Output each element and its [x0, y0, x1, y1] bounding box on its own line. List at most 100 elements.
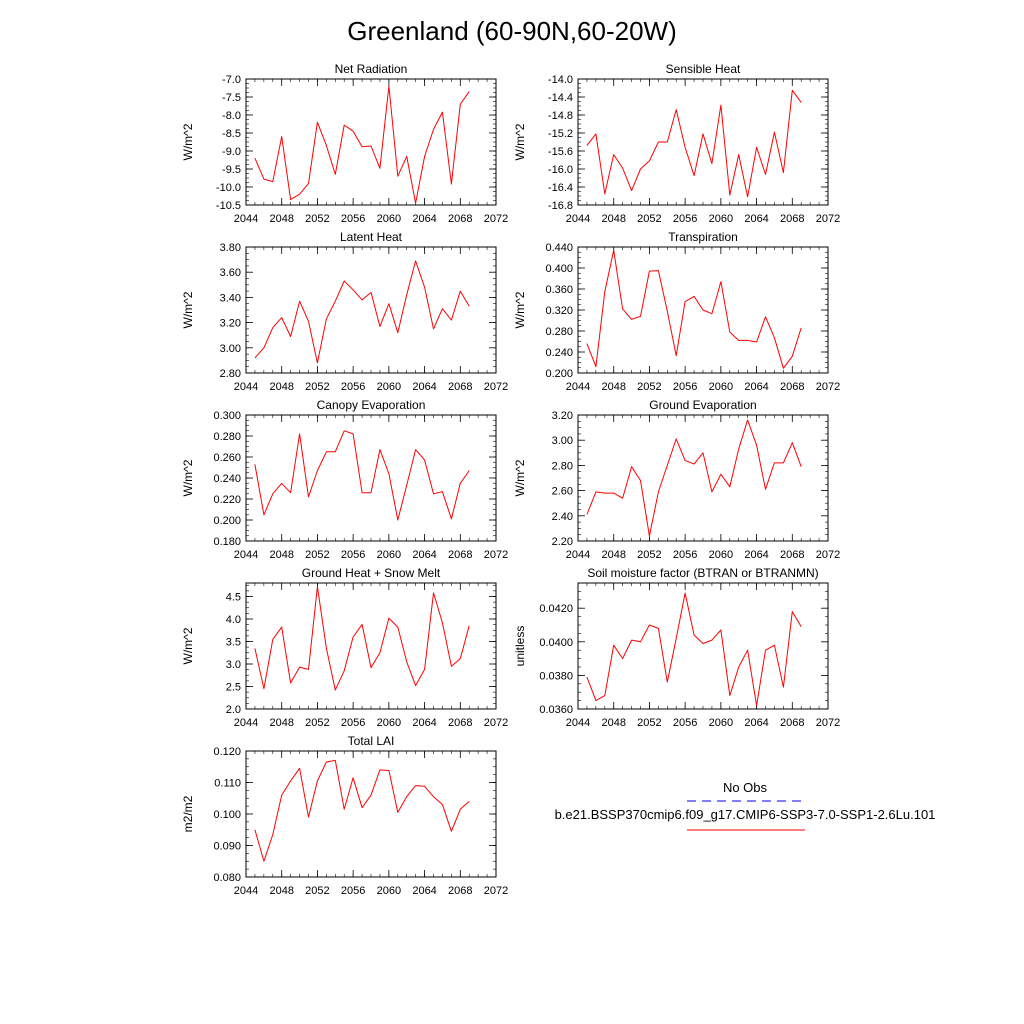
y-tick-label: 2.80	[552, 460, 573, 472]
x-tick-label: 2060	[709, 717, 733, 729]
y-tick-label: 2.0	[226, 704, 241, 716]
y-axis-label: W/m^2	[181, 627, 195, 664]
x-tick-label: 2044	[234, 381, 258, 393]
x-tick-label: 2064	[744, 213, 768, 225]
y-tick-label: 0.080	[213, 872, 241, 884]
y-tick-label: -15.6	[548, 146, 573, 158]
x-tick-label: 2056	[341, 213, 365, 225]
x-tick-label: 2060	[709, 381, 733, 393]
panel-8: Soil moisture factor (BTRAN or BTRANMN) u…	[513, 566, 840, 729]
x-tick-label: 2044	[234, 885, 258, 897]
x-tick-label: 2048	[269, 717, 293, 729]
panel-4: Transpiration W/m^2 2044 2048 2052 2056 2060 20…	[513, 230, 840, 393]
y-tick-label: 0.0360	[539, 704, 573, 716]
panel-5: Canopy Evaporation W/m^2 2044 2048 2052 2056 2…	[181, 398, 508, 561]
panel-title: Transpiration	[668, 230, 738, 244]
x-tick-label: 2072	[816, 549, 840, 561]
y-tick-label: 3.5	[226, 637, 241, 649]
series-line	[254, 759, 470, 862]
y-tick-label: -14.0	[548, 74, 573, 86]
y-tick-label: 0.280	[213, 431, 241, 443]
x-tick-label: 2068	[448, 381, 472, 393]
x-tick-label: 2044	[566, 717, 590, 729]
panel-title: Ground Evaporation	[649, 398, 756, 412]
y-axis-label: m2/m2	[181, 795, 195, 832]
x-tick-label: 2052	[637, 549, 661, 561]
x-tick-label: 2072	[816, 717, 840, 729]
plot-frame	[245, 414, 497, 542]
y-tick-label: 0.0400	[539, 637, 573, 649]
x-tick-label: 2044	[566, 213, 590, 225]
x-tick-label: 2068	[780, 381, 804, 393]
x-tick-label: 2056	[673, 213, 697, 225]
x-tick-label: 2048	[601, 549, 625, 561]
y-tick-label: 0.180	[213, 536, 241, 548]
plot-frame	[577, 582, 829, 710]
y-tick-label: 3.80	[220, 242, 241, 254]
y-tick-label: -10.5	[216, 200, 241, 212]
x-tick-label: 2044	[234, 213, 258, 225]
x-tick-label: 2072	[484, 213, 508, 225]
y-tick-label: -10.0	[216, 182, 241, 194]
panel-9: Total LAI m2/m2 2044 2048 2052 2056 2060 2064 20…	[181, 734, 508, 897]
y-tick-label: 2.20	[552, 536, 573, 548]
x-tick-label: 2056	[673, 549, 697, 561]
series-line	[586, 249, 802, 369]
panel-title: Canopy Evaporation	[317, 398, 426, 412]
x-tick-label: 2068	[780, 549, 804, 561]
y-tick-label: -16.8	[548, 200, 573, 212]
x-tick-label: 2072	[816, 213, 840, 225]
x-tick-label: 2068	[448, 885, 472, 897]
y-tick-label: -7.5	[222, 92, 241, 104]
y-tick-label: 3.40	[220, 292, 241, 304]
legend-model-label: b.e21.BSSP370cmip6.f09_g17.CMIP6-SSP3-7.…	[555, 807, 936, 822]
x-tick-label: 2060	[377, 717, 401, 729]
y-tick-label: 0.0420	[539, 603, 573, 615]
x-tick-label: 2044	[566, 549, 590, 561]
panel-title: Total LAI	[348, 734, 395, 748]
y-tick-label: 0.0380	[539, 670, 573, 682]
plot-frame	[577, 78, 829, 206]
y-tick-label: 0.200	[545, 368, 573, 380]
panel-title: Sensible Heat	[666, 62, 741, 76]
y-tick-label: 4.0	[226, 614, 241, 626]
x-tick-label: 2064	[744, 549, 768, 561]
y-tick-label: 0.120	[213, 746, 241, 758]
series-line	[586, 89, 802, 198]
y-tick-label: 0.090	[213, 841, 241, 853]
y-axis-label: unitless	[513, 626, 527, 667]
figure-title: Greenland (60-90N,60-20W)	[347, 16, 677, 46]
panel-title: Latent Heat	[340, 230, 403, 244]
plot-frame	[577, 414, 829, 542]
x-tick-label: 2048	[269, 213, 293, 225]
x-tick-label: 2072	[484, 549, 508, 561]
x-tick-label: 2068	[448, 549, 472, 561]
y-tick-label: 2.40	[552, 511, 573, 523]
y-tick-label: 3.00	[220, 343, 241, 355]
plot-frame	[245, 246, 497, 374]
panel-7: Ground Heat + Snow Melt W/m^2 2044 2048 2052…	[181, 566, 508, 729]
y-tick-label: -14.4	[548, 92, 573, 104]
y-axis-label: W/m^2	[513, 291, 527, 328]
x-tick-label: 2072	[816, 381, 840, 393]
x-tick-label: 2068	[780, 717, 804, 729]
x-tick-label: 2056	[341, 381, 365, 393]
y-tick-label: -9.0	[222, 146, 241, 158]
x-tick-label: 2048	[269, 549, 293, 561]
x-tick-label: 2060	[709, 549, 733, 561]
panel-2: Sensible Heat W/m^2 2044 2048 2052 2056 2060 20…	[513, 62, 840, 225]
y-tick-label: 0.240	[545, 347, 573, 359]
y-tick-label: 0.280	[545, 326, 573, 338]
x-tick-label: 2048	[601, 717, 625, 729]
y-tick-label: 0.240	[213, 473, 241, 485]
y-tick-label: 0.320	[545, 305, 573, 317]
y-tick-label: 3.60	[220, 267, 241, 279]
x-tick-label: 2060	[377, 213, 401, 225]
series-line	[586, 592, 802, 707]
y-tick-label: -9.5	[222, 164, 241, 176]
plot-frame	[245, 78, 497, 206]
x-tick-label: 2060	[377, 381, 401, 393]
x-tick-label: 2064	[744, 717, 768, 729]
x-tick-label: 2044	[566, 381, 590, 393]
